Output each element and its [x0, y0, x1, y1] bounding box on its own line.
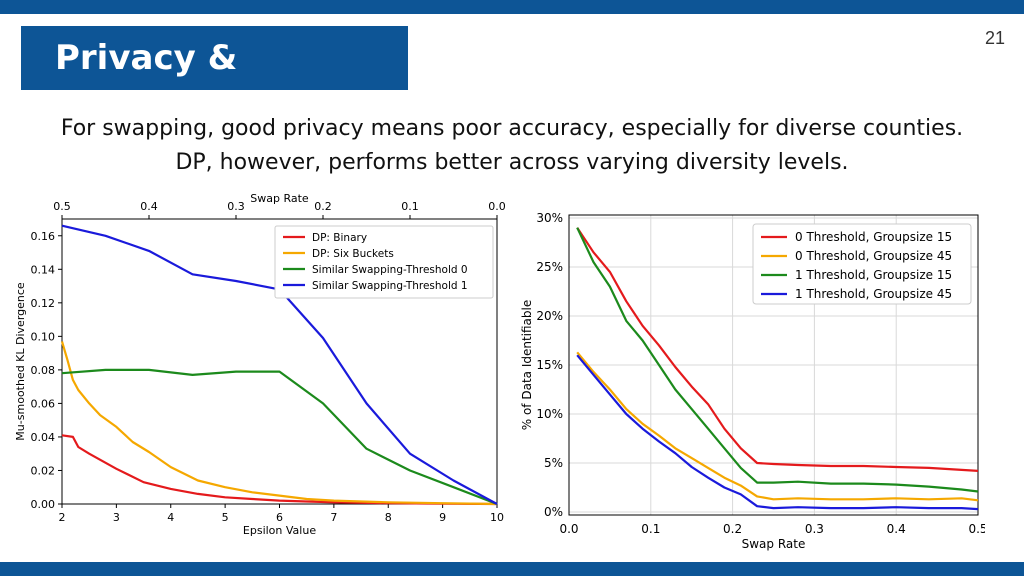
x-tick-label: 6: [276, 511, 283, 524]
x-tick-label: 9: [439, 511, 446, 524]
y-tick-label: 0%: [544, 505, 563, 519]
x-axis-label: Epsilon Value: [243, 524, 316, 537]
y-axis-label: Mu-smoothed KL Divergence: [14, 282, 27, 441]
y-tick-label: 20%: [536, 309, 563, 323]
x-tick-label: 5: [222, 511, 229, 524]
y-tick-label: 0.06: [31, 397, 56, 410]
x2-tick-label: 0.5: [53, 200, 71, 213]
x-axis-label: Swap Rate: [742, 537, 806, 551]
y-tick-label: 15%: [536, 358, 563, 372]
top-accent-bar: [0, 0, 1024, 14]
legend-label: 1 Threshold, Groupsize 15: [795, 268, 952, 282]
slide-title: Privacy & Accuracy: [21, 26, 408, 142]
identifiable-data-chart: 0% 5% 10% 15% 20% 25% 30% 0.0 0.1 0.2 0.3 0.4 0.5 Swa…: [520, 211, 985, 551]
legend-label: 1 Threshold, Groupsize 45: [795, 287, 952, 301]
y-tick-label: 0.10: [31, 330, 56, 343]
x-tick-label: 8: [385, 511, 392, 524]
legend-label: Similar Swapping-Threshold 0: [312, 264, 468, 276]
x2-tick-label: 0.1: [401, 200, 419, 213]
x-tick-label: 0.4: [887, 522, 906, 536]
series-line-4: [576, 354, 979, 511]
slide-subtitle: For swapping, good privacy means poor ac…: [20, 112, 1004, 180]
y-tick-label: 0.08: [31, 364, 56, 377]
slide-number: 21: [985, 28, 1006, 48]
legend-label: Similar Swapping-Threshold 1: [312, 280, 468, 292]
x-tick-label: 0.2: [723, 522, 742, 536]
x-tick-label: 4: [167, 511, 174, 524]
x-tick-label: 0.0: [559, 522, 578, 536]
legend-label: DP: Six Buckets: [312, 248, 394, 260]
bottom-accent-bar: [0, 562, 1024, 576]
plot-border: [568, 214, 979, 516]
series-line-3: [61, 368, 498, 506]
y-axis-label: % of Data Identifiable: [520, 300, 534, 431]
series-line-3: [576, 227, 979, 493]
subtitle-line-1: For swapping, good privacy means poor ac…: [60, 116, 964, 141]
y-tick-label: 25%: [536, 260, 563, 274]
x-tick-label: 0.3: [805, 522, 824, 536]
legend-label: DP: Binary: [312, 232, 367, 244]
series-line-1: [61, 434, 498, 506]
y-tick-label: 0.02: [31, 464, 56, 477]
x-tick-label: 0.5: [968, 522, 985, 536]
x2-tick-label: 0.2: [314, 200, 332, 213]
legend-label: 0 Threshold, Groupsize 15: [795, 230, 952, 244]
x2-tick-label: 0.4: [140, 200, 158, 213]
y-tick-label: 0.00: [31, 498, 56, 511]
x-tick-label: 7: [330, 511, 337, 524]
series-line-2: [60, 341, 498, 506]
y-tick-label: 0.16: [31, 230, 56, 243]
legend-box: [274, 225, 494, 299]
x-tick-label: 0.1: [641, 522, 660, 536]
subtitle-line-2: DP, however, performs better across vary…: [175, 150, 849, 175]
series-line-2: [576, 351, 979, 502]
kl-divergence-chart: 0.000.020.040.060.080.100.120.140.162 3 4 5…: [14, 192, 506, 537]
legend-label: 0 Threshold, Groupsize 45: [795, 249, 952, 263]
y-tick-label: 5%: [544, 456, 563, 470]
y-tick-label: 0.12: [31, 297, 56, 310]
y-tick-label: 0.04: [31, 431, 56, 444]
legend-box: [752, 223, 972, 305]
x-tick-label: 10: [490, 511, 504, 524]
y-tick-label: 0.14: [31, 263, 56, 276]
y-tick-label: 10%: [536, 407, 563, 421]
y-tick-label: 30%: [536, 211, 563, 225]
series-line-1: [576, 227, 979, 472]
x2-axis-label: Swap Rate: [250, 192, 309, 205]
x-tick-label: 3: [113, 511, 120, 524]
x2-tick-label: 0.0: [488, 200, 506, 213]
x-tick-label: 2: [59, 511, 66, 524]
x2-tick-label: 0.3: [227, 200, 245, 213]
